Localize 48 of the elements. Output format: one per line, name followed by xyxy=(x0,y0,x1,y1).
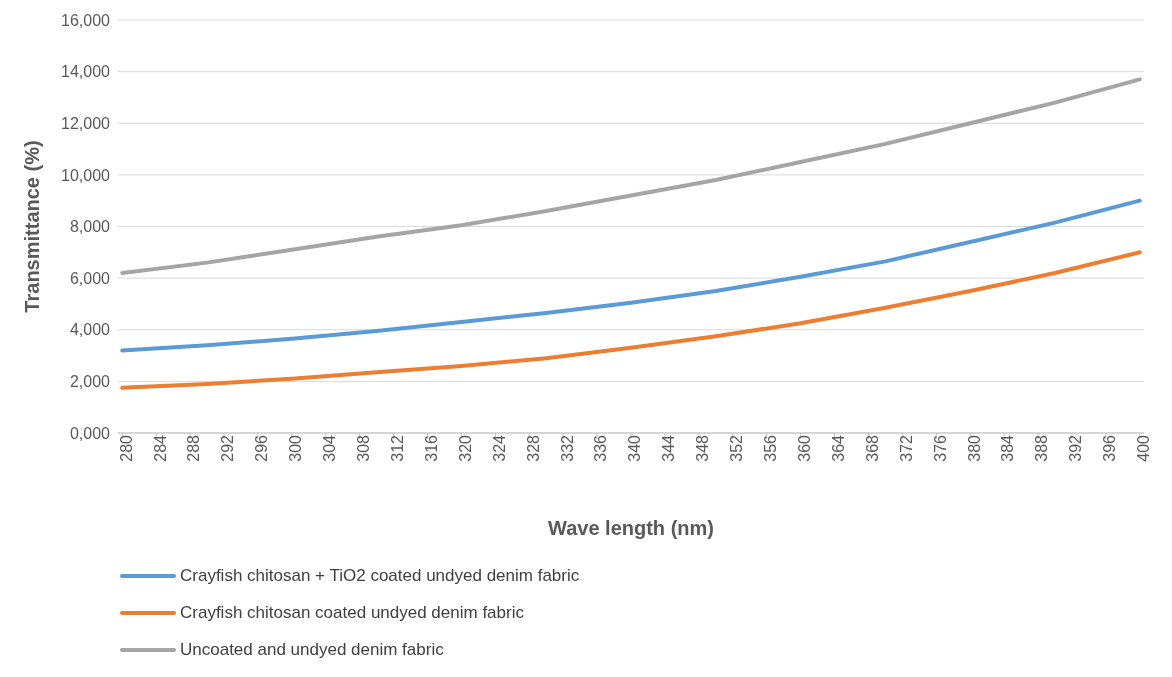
y-tick-label: 14,000 xyxy=(61,63,111,81)
legend-label: Crayfish chitosan + TiO2 coated undyed denim fabric xyxy=(180,565,580,586)
legend-label: Uncoated and undyed denim fabric xyxy=(180,639,444,660)
x-tick-label: 324 xyxy=(490,434,508,462)
x-tick-label: 328 xyxy=(524,434,542,462)
x-tick-label: 316 xyxy=(422,434,440,462)
x-tick-label: 384 xyxy=(999,434,1017,462)
y-tick-label: 2,000 xyxy=(69,373,111,391)
x-tick-label: 388 xyxy=(1033,434,1051,462)
x-tick-label: 280 xyxy=(117,434,135,462)
y-tick-label: 8,000 xyxy=(69,218,111,236)
x-tick-label: 332 xyxy=(558,434,576,462)
x-tick-label: 380 xyxy=(965,434,983,462)
line-series xyxy=(120,77,1142,275)
legend-label: Crayfish chitosan coated undyed denim fabric xyxy=(180,602,524,623)
x-tick-label: 336 xyxy=(592,434,610,462)
x-tick-label: 360 xyxy=(795,434,813,462)
y-tick-label: 16,000 xyxy=(61,11,111,29)
x-tick-label: 284 xyxy=(151,434,169,462)
line-series xyxy=(120,198,1142,353)
x-tick-label: 372 xyxy=(897,434,915,462)
x-tick-label: 308 xyxy=(355,434,373,462)
x-axis-title: Wave length (nm) xyxy=(548,517,714,539)
x-tick-label: 396 xyxy=(1101,434,1119,462)
y-tick-label: 12,000 xyxy=(61,114,111,132)
y-tick-label: 4,000 xyxy=(69,321,111,339)
x-tick-label: 356 xyxy=(762,434,780,462)
x-tick-label: 320 xyxy=(456,434,474,462)
y-axis-title: Transmittance (%) xyxy=(21,140,44,313)
x-tick-label: 364 xyxy=(829,434,847,462)
x-tick-label: 340 xyxy=(626,434,644,462)
y-tick-label: 6,000 xyxy=(69,269,111,287)
y-tick-label: 10,000 xyxy=(61,166,111,184)
x-tick-label: 304 xyxy=(321,434,339,462)
x-tick-label: 288 xyxy=(185,434,203,462)
x-tick-label: 400 xyxy=(1135,434,1153,462)
x-tick-label: 296 xyxy=(253,434,271,462)
x-tick-label: 368 xyxy=(863,434,881,462)
line-series xyxy=(120,250,1142,390)
x-tick-label: 352 xyxy=(728,434,746,462)
x-tick-label: 292 xyxy=(219,434,237,462)
x-tick-label: 344 xyxy=(660,434,678,462)
x-tick-label: 312 xyxy=(388,434,406,462)
x-tick-label: 392 xyxy=(1067,434,1085,462)
x-tick-label: 348 xyxy=(694,434,712,462)
x-tick-label: 376 xyxy=(931,434,949,462)
y-tick-label: 0,000 xyxy=(69,424,111,442)
x-tick-label: 300 xyxy=(287,434,305,462)
